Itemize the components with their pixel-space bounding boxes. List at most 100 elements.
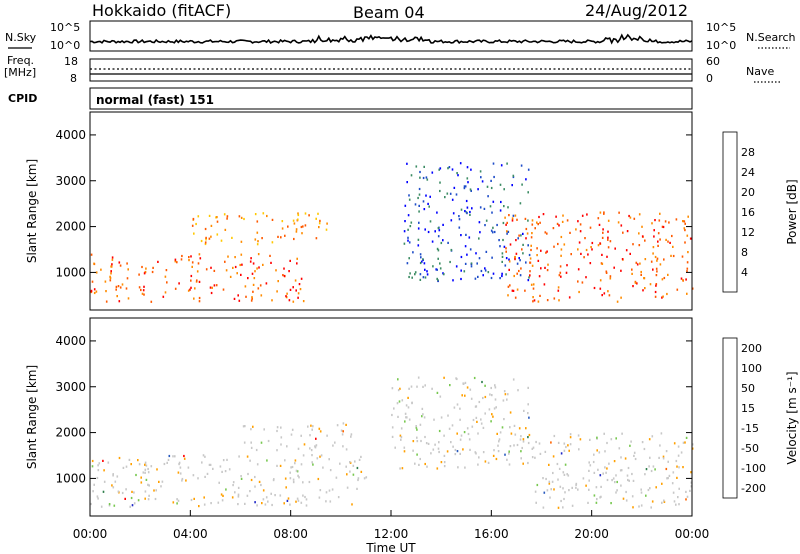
scatter-cell (607, 219, 610, 222)
scatter-cell (285, 486, 287, 489)
scatter-cell (587, 501, 589, 504)
scatter-cell (459, 452, 461, 455)
scatter-cell (522, 252, 524, 255)
scatter-cell (647, 488, 650, 492)
scatter-cell (464, 262, 467, 265)
scatter-cell (419, 278, 422, 281)
scatter-cell (648, 465, 650, 468)
scatter-cell (144, 490, 147, 493)
scatter-cell (210, 224, 213, 227)
scatter-cell (314, 445, 316, 448)
scatter-cell (277, 280, 279, 283)
scatter-cell (471, 207, 473, 210)
scatter-cell (424, 268, 426, 271)
scatter-cell (142, 471, 145, 474)
y-tick-label: 4000 (55, 128, 86, 142)
scatter-cell (109, 276, 112, 280)
scatter-cell (602, 231, 604, 234)
scatter-cell (460, 277, 462, 281)
scatter-cell (491, 211, 493, 214)
scatter-cell (585, 484, 587, 487)
scatter-cell (493, 230, 496, 234)
scatter-cell (502, 221, 505, 225)
scatter-region (90, 253, 305, 303)
scatter-cell (424, 462, 426, 466)
scatter-cell (97, 464, 99, 467)
scatter-cell (448, 427, 451, 430)
scatter-cell (534, 456, 536, 459)
scatter-cell (599, 474, 602, 477)
scatter-cell (298, 476, 300, 479)
scatter-cell (177, 499, 180, 502)
scatter-region (531, 432, 694, 509)
scatter-cell (256, 243, 259, 246)
scatter-cell (137, 459, 139, 462)
scatter-cell (414, 203, 417, 206)
scatter-cell (156, 468, 158, 471)
scatter-cell (503, 205, 505, 208)
scatter-cell (147, 471, 150, 474)
scatter-cell (418, 204, 420, 207)
scatter-cell (532, 296, 534, 299)
colorbar-tick-label: 12 (741, 226, 755, 239)
scatter-cell (332, 444, 334, 447)
scatter-cell (522, 462, 524, 465)
scatter-cell (627, 478, 629, 482)
scatter-cell (104, 280, 107, 283)
scatter-cell (298, 283, 301, 286)
scatter-cell (509, 243, 512, 246)
scatter-cell (601, 294, 603, 297)
time-axis-label: Time UT (365, 541, 416, 554)
scatter-cell (685, 436, 688, 439)
scatter-cell (508, 214, 510, 217)
scatter-cell (599, 279, 602, 282)
scatter-cell (232, 481, 235, 484)
scatter-cell (556, 222, 559, 225)
scatter-cell (621, 432, 623, 435)
scatter-cell (658, 456, 660, 459)
scatter-cell (138, 286, 141, 289)
scatter-cell (126, 277, 129, 280)
scatter-cell (274, 494, 276, 497)
scatter-cell (440, 416, 443, 419)
scatter-cell (292, 481, 295, 484)
scatter-cell (648, 438, 651, 441)
scatter-cell (142, 289, 145, 292)
scatter-cell (164, 275, 167, 278)
y-tick-label: 2000 (55, 220, 86, 234)
scatter-cell (318, 427, 321, 430)
scatter-cell (500, 200, 502, 204)
scatter-cell (443, 434, 445, 437)
scatter-cell (240, 477, 243, 480)
scatter-cell (329, 500, 332, 503)
scatter-cell (552, 471, 554, 475)
scatter-cell (669, 241, 671, 244)
scatter-region (391, 376, 531, 470)
scatter-cell (471, 425, 474, 428)
scatter-cell (562, 214, 564, 217)
scatter-cell (676, 288, 679, 291)
scatter-cell (514, 433, 517, 436)
scatter-cell (490, 179, 492, 182)
scatter-cell (438, 450, 440, 454)
scatter-cell (404, 220, 406, 223)
scatter-cell (520, 234, 522, 237)
scatter-cell (260, 294, 263, 297)
scatter-cell (457, 466, 459, 469)
scatter-cell (421, 415, 423, 418)
scatter-cell (131, 490, 133, 493)
scatter-cell (532, 446, 535, 449)
scatter-cell (143, 285, 145, 288)
freq-tick-top: 18 (64, 55, 78, 68)
scatter-cell (578, 448, 580, 451)
scatter-cell (622, 231, 624, 234)
scatter-cell (342, 422, 345, 425)
scatter-cell (615, 437, 617, 440)
scatter-cell (226, 217, 228, 220)
scatter-cell (588, 488, 590, 491)
scatter-cell (109, 275, 111, 278)
scatter-cell (110, 265, 113, 268)
scatter-cell (287, 225, 289, 228)
scatter-cell (350, 435, 352, 438)
